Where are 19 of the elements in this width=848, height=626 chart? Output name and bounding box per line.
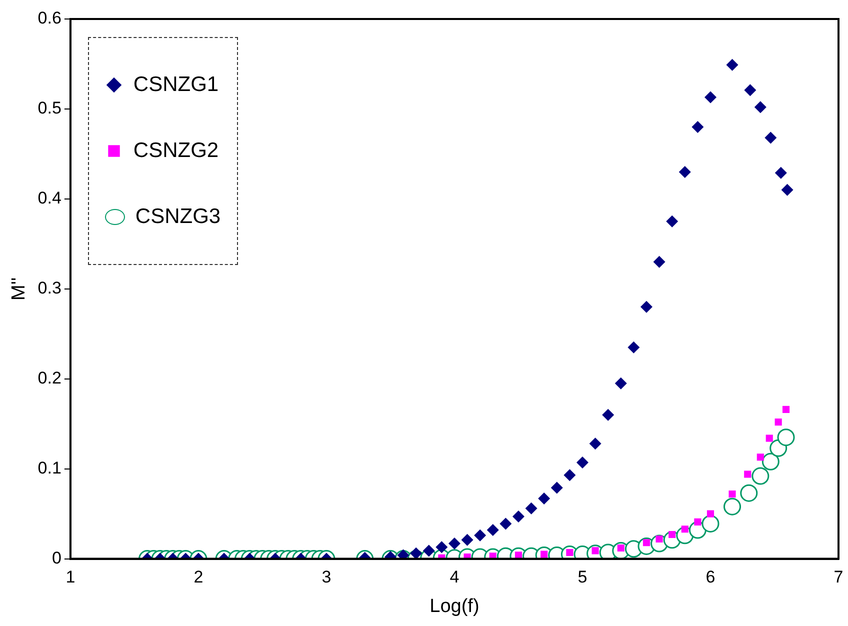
y-tick-label: 0.4 [38,188,62,208]
legend-label: CSNZG2 [133,139,219,163]
y-tick-label: 0.1 [38,458,62,478]
y-tick-label: 0.6 [38,8,62,28]
x-tick-label: 3 [322,568,332,587]
x-tick-label: 2 [194,568,204,587]
x-tick-label: 5 [578,568,588,587]
y-tick-label: 0 [52,548,62,568]
x-axis-title: Log(f) [430,596,480,617]
legend-label: CSNZG3 [135,205,221,229]
legend-label: CSNZG1 [133,73,219,97]
x-tick-label: 4 [450,568,460,587]
x-tick-label: 1 [66,568,76,587]
y-tick-label: 0.5 [38,98,62,118]
y-tick-label: 0.3 [38,278,62,298]
y-axis-title: M'' [8,277,30,300]
x-tick-label: 6 [706,568,716,587]
x-tick-label: 7 [834,568,844,587]
y-tick-label: 0.2 [38,368,62,388]
